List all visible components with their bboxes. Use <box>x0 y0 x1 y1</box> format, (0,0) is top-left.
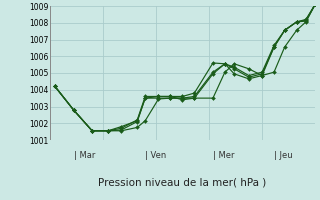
Text: Pression niveau de la mer( hPa ): Pression niveau de la mer( hPa ) <box>98 178 267 188</box>
Text: | Mer: | Mer <box>213 151 235 160</box>
Text: | Ven: | Ven <box>145 151 166 160</box>
Text: | Mar: | Mar <box>74 151 95 160</box>
Text: | Jeu: | Jeu <box>274 151 293 160</box>
